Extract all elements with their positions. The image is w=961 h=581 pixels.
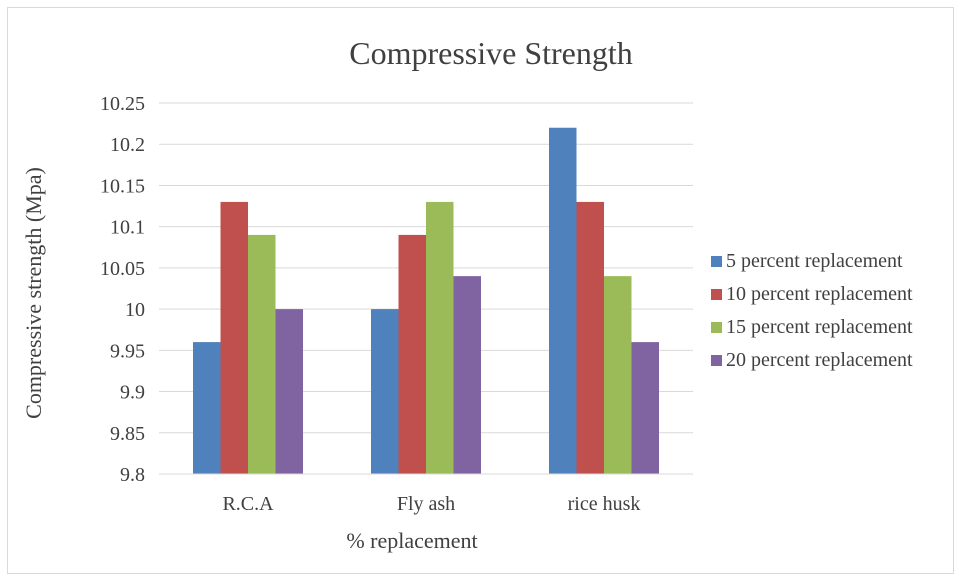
bar [631, 342, 659, 474]
chart-area: Compressive Strength Compressive strengt… [7, 7, 954, 574]
y-axis-tick-labels: 9.8 9.85 9.9 9.95 10 10.05 10.1 10.15 10.2 10.25 [100, 93, 145, 486]
y-tick-label: 10 [125, 299, 145, 321]
y-axis-title: Compressive strength (Mpa) [21, 167, 46, 419]
bar [398, 234, 426, 474]
bar [576, 201, 604, 474]
y-tick-label: 9.85 [110, 423, 145, 445]
y-tick-label: 10.2 [110, 134, 145, 156]
x-axis-title: % replacement [346, 528, 477, 553]
x-tick-label: R.C.A [222, 493, 274, 515]
bar [549, 127, 577, 474]
bar [604, 276, 632, 474]
y-tick-label: 9.8 [120, 464, 145, 486]
y-tick-label: 10.15 [100, 175, 145, 197]
x-tick-label: rice husk [568, 493, 641, 515]
legend: 5 percent replacement 10 percent replacem… [711, 250, 913, 371]
bar [426, 201, 454, 474]
x-axis-tick-labels: R.C.A Fly ash rice husk [222, 493, 640, 515]
legend-swatch [711, 256, 722, 267]
bars [193, 127, 659, 474]
bar [275, 309, 303, 474]
legend-swatch [711, 322, 722, 333]
legend-label: 15 percent replacement [726, 316, 913, 338]
legend-swatch [711, 355, 722, 366]
bar [453, 276, 481, 474]
legend-label: 20 percent replacement [726, 349, 913, 371]
legend-label: 5 percent replacement [726, 250, 903, 272]
x-tick-label: Fly ash [397, 493, 455, 515]
y-tick-label: 10.05 [100, 258, 145, 280]
y-tick-label: 10.25 [100, 93, 145, 115]
legend-label: 10 percent replacement [726, 283, 913, 305]
bar [371, 309, 399, 474]
bar [248, 234, 276, 474]
chart-title: Compressive Strength [349, 35, 633, 71]
y-tick-label: 10.1 [110, 217, 145, 239]
chart-svg: Compressive Strength Compressive strengt… [21, 35, 913, 553]
bar [220, 201, 248, 474]
y-tick-label: 9.95 [110, 340, 145, 362]
legend-swatch [711, 289, 722, 300]
bar [193, 342, 221, 474]
y-tick-label: 9.9 [120, 382, 145, 404]
